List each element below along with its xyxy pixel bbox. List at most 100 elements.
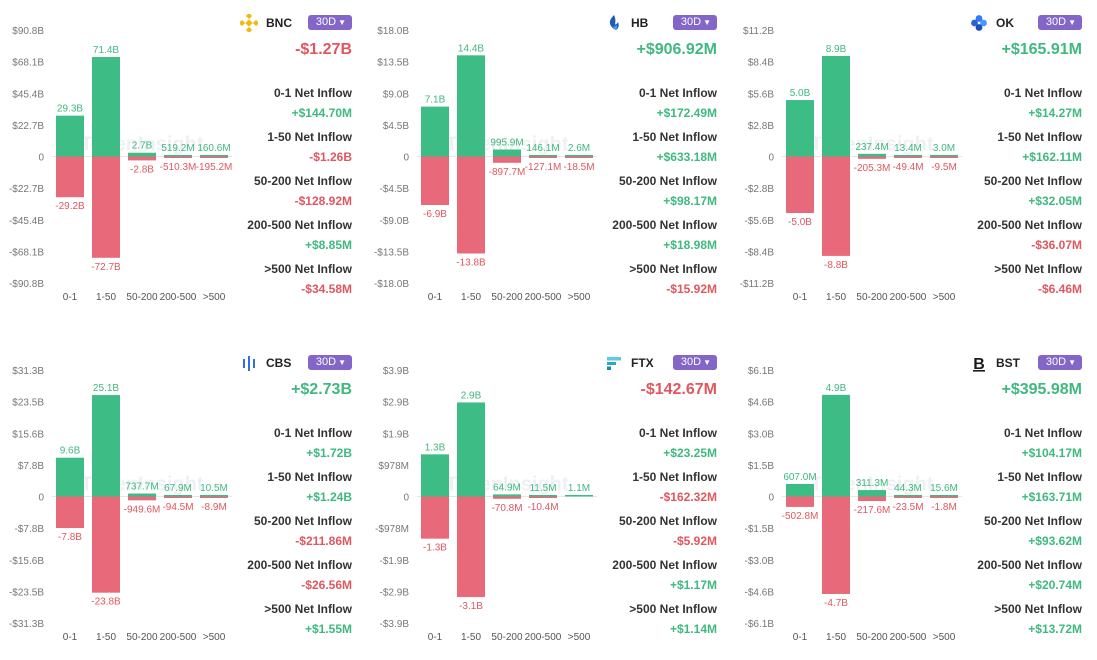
outflow-bar [56, 156, 84, 198]
y-tick-label: $3.9B [383, 366, 409, 377]
outflow-bar-label: -510.3M [160, 162, 197, 173]
inflow-bar [493, 494, 521, 497]
net-inflow-label: 50-200 Net Inflow [253, 514, 352, 528]
outflow-bar [822, 156, 850, 256]
y-tick-label: $9.0B [383, 89, 409, 100]
coinbase-icon [243, 356, 255, 371]
y-tick-label: $4.5B [383, 121, 409, 132]
inflow-bar [56, 115, 84, 157]
net-inflow-value: +$1.24B [306, 490, 352, 504]
y-tick-label: $1.9B [383, 429, 409, 440]
inflow-bar-label: 44.3M [894, 483, 922, 494]
netflow-summary: FTX 30D ▼ -$142.67M 0-1 Net Inflow +$23.25M 1-… [601, 340, 717, 660]
x-tick-label: >500 [933, 292, 956, 303]
inflow-bar-label: 311.3M [856, 478, 889, 489]
exchange-name: BST [996, 356, 1020, 370]
inflow-bar [493, 149, 521, 157]
net-inflow-value: +$32.05M [1028, 194, 1082, 208]
net-inflow-value: -$1.26B [309, 150, 352, 164]
outflow-bar [200, 496, 228, 498]
net-inflow-label: 200-500 Net Inflow [977, 558, 1082, 572]
period-label: 30D [1045, 356, 1067, 368]
inflow-bar-label: 15.6M [930, 483, 958, 494]
total-net-inflow: +$906.92M [636, 41, 717, 58]
caret-down-icon: ▼ [703, 18, 711, 27]
x-tick-label: 1-50 [826, 632, 846, 643]
inflow-bar-label: 1.1M [568, 483, 590, 494]
outflow-bar [822, 496, 850, 594]
net-inflow-label: 200-500 Net Inflow [247, 558, 352, 572]
x-tick-label: 200-500 [160, 632, 197, 643]
y-tick-label: $2.9B [383, 398, 409, 409]
outflow-bar-label: -195.2M [196, 162, 233, 173]
outflow-bar [56, 496, 84, 529]
y-tick-label: $1.5B [748, 461, 774, 472]
inflow-bar [786, 100, 814, 157]
caret-down-icon: ▼ [338, 358, 346, 367]
net-inflow-value: -$6.46M [1037, 282, 1082, 296]
net-inflow-value: +$104.17M [1021, 446, 1082, 460]
exchange-panel-cbs: TokenInsight $31.3B $23.5B $15.6B $7.8B 0 -$7.… [0, 340, 365, 660]
netflow-summary: CBS 30D ▼ +$2.73B 0-1 Net Inflow +$1.72B 1-50 … [236, 340, 352, 660]
inflow-bar-label: 160.6M [197, 143, 230, 154]
net-inflow-label: 1-50 Net Inflow [267, 470, 352, 484]
outflow-bar-label: -2.8B [130, 164, 154, 175]
x-tick-label: 0-1 [63, 632, 78, 643]
x-tick-label: 0-1 [793, 292, 808, 303]
inflow-bar-label: 519.2M [161, 143, 194, 154]
y-tick-label: $90.8B [12, 26, 44, 37]
x-tick-label: 200-500 [525, 292, 562, 303]
inflow-bar [858, 153, 886, 157]
outflow-bar-label: -7.8B [58, 532, 82, 543]
netflow-summary: BNC 30D ▼ -$1.27B 0-1 Net Inflow +$144.70M 1-5… [236, 0, 352, 320]
net-inflow-label: 200-500 Net Inflow [612, 558, 717, 572]
period-dropdown[interactable]: 30D ▼ [1037, 15, 1082, 30]
inflow-bar-label: 13.4M [894, 143, 922, 154]
inflow-bar-label: 2.7B [132, 141, 153, 152]
outflow-bar [529, 496, 557, 498]
period-dropdown[interactable]: 30D ▼ [307, 15, 352, 30]
inflow-bar [822, 394, 850, 497]
net-inflow-value: +$1.17M [669, 578, 717, 592]
net-inflow-label: >500 Net Inflow [994, 602, 1082, 616]
y-tick-label: $45.4B [12, 89, 44, 100]
outflow-bar-label: -8.9M [201, 502, 227, 513]
x-tick-label: 50-200 [491, 632, 523, 643]
period-dropdown[interactable]: 30D ▼ [672, 15, 717, 30]
x-tick-label: 200-500 [890, 292, 927, 303]
net-inflow-label: 50-200 Net Inflow [983, 174, 1082, 188]
exchange-panel-ftx: TokenInsight $3.9B $2.9B $1.9B $978M 0 -$978M -… [365, 340, 730, 660]
caret-down-icon: ▼ [703, 358, 711, 367]
net-inflow-value: -$5.92M [672, 534, 717, 548]
y-tick-label: -$15.6B [9, 556, 44, 567]
outflow-bar-label: -205.3M [854, 163, 891, 174]
y-tick-label: -$1.9B [380, 556, 410, 567]
outflow-bar [565, 156, 593, 158]
netflow-summary: OK 30D ▼ +$165.91M 0-1 Net Inflow +$14.27M 1-5… [966, 0, 1082, 320]
net-inflow-value: +$98.17M [663, 194, 717, 208]
total-net-inflow: -$1.27B [295, 41, 352, 58]
net-inflow-value: +$1.72B [306, 446, 352, 460]
y-tick-label: -$6.1B [745, 619, 775, 630]
period-dropdown[interactable]: 30D ▼ [672, 355, 717, 370]
outflow-bar-label: -13.8B [456, 257, 486, 268]
outflow-bar [858, 156, 886, 159]
y-tick-label: -$13.5B [374, 247, 409, 258]
outflow-bar [128, 156, 156, 161]
x-tick-label: 1-50 [461, 632, 481, 643]
period-dropdown[interactable]: 30D ▼ [307, 355, 352, 370]
y-tick-label: -$18.0B [374, 279, 409, 290]
net-inflow-label: 200-500 Net Inflow [247, 218, 352, 232]
net-inflow-value: -$34.58M [301, 282, 352, 296]
net-inflow-value: +$1.14M [669, 622, 717, 636]
net-inflow-label: 0-1 Net Inflow [638, 426, 717, 440]
x-tick-label: 0-1 [63, 292, 78, 303]
x-tick-label: 0-1 [428, 632, 443, 643]
net-inflow-label: 0-1 Net Inflow [1003, 86, 1082, 100]
inflow-bar-label: 737.7M [125, 482, 158, 493]
period-dropdown[interactable]: 30D ▼ [1037, 355, 1082, 370]
inflow-bar [128, 152, 156, 157]
y-tick-label: -$1.5B [745, 524, 775, 535]
x-tick-label: 200-500 [890, 632, 927, 643]
inflow-bar-label: 29.3B [57, 104, 83, 115]
